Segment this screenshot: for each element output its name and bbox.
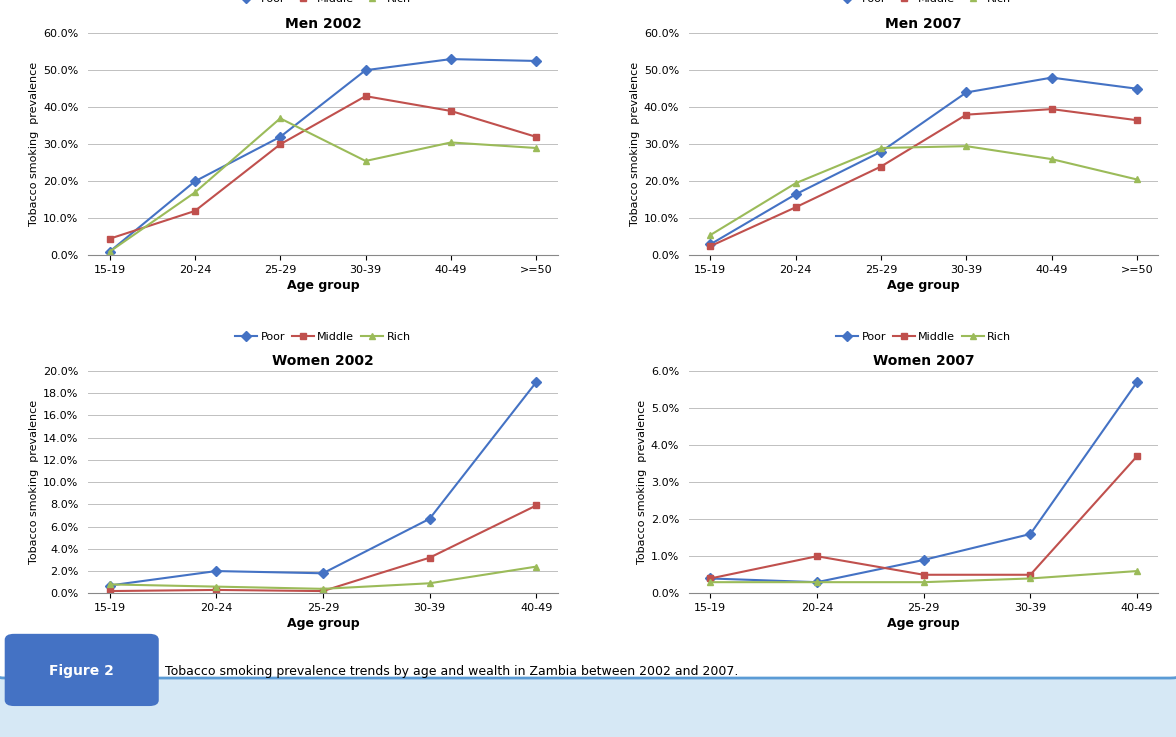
Rich — [810, 578, 824, 587]
X-axis label: Age group: Age group — [287, 279, 359, 293]
Poor — [789, 190, 803, 199]
Middle — [874, 162, 888, 171]
Poor — [422, 514, 436, 523]
Rich — [359, 156, 373, 165]
Title: Men 2002: Men 2002 — [285, 17, 361, 31]
Y-axis label: Tobacco smoking  prevalence: Tobacco smoking prevalence — [29, 400, 39, 565]
Middle — [422, 553, 436, 562]
Line: Rich: Rich — [707, 143, 1141, 239]
Line: Poor: Poor — [707, 379, 1141, 586]
Poor — [703, 240, 717, 249]
Legend: Poor, Middle, Rich: Poor, Middle, Rich — [230, 328, 415, 346]
Middle — [316, 587, 330, 595]
Title: Men 2007: Men 2007 — [886, 17, 962, 31]
Poor — [102, 248, 116, 256]
Poor — [1130, 377, 1144, 386]
Poor — [209, 567, 223, 576]
Middle — [960, 111, 974, 119]
Line: Rich: Rich — [106, 563, 540, 593]
Rich — [916, 578, 930, 587]
Poor — [1044, 73, 1058, 82]
Rich — [703, 578, 717, 587]
Middle — [102, 587, 116, 595]
Rich — [102, 580, 116, 589]
Poor — [188, 177, 202, 186]
Line: Poor: Poor — [707, 74, 1141, 248]
Rich — [874, 144, 888, 153]
Y-axis label: Tobacco smoking  prevalence: Tobacco smoking prevalence — [629, 62, 640, 226]
Rich — [422, 579, 436, 587]
Rich — [789, 179, 803, 188]
Rich — [960, 142, 974, 150]
Middle — [1044, 105, 1058, 113]
Line: Middle: Middle — [106, 502, 540, 595]
Middle — [188, 206, 202, 215]
Rich — [443, 138, 457, 147]
Line: Middle: Middle — [707, 453, 1141, 582]
Middle — [1130, 116, 1144, 125]
Rich — [1130, 567, 1144, 576]
Line: Rich: Rich — [707, 567, 1141, 586]
Middle — [703, 242, 717, 251]
Middle — [209, 585, 223, 594]
Middle — [273, 140, 287, 149]
Middle — [703, 574, 717, 583]
Middle — [529, 501, 543, 510]
Middle — [359, 91, 373, 100]
Poor — [443, 55, 457, 63]
Poor — [874, 147, 888, 156]
Text: Figure 2: Figure 2 — [48, 665, 114, 678]
Poor — [703, 574, 717, 583]
Poor — [1130, 84, 1144, 93]
X-axis label: Age group: Age group — [888, 617, 960, 630]
Rich — [1130, 175, 1144, 184]
Rich — [529, 562, 543, 571]
Rich — [1044, 155, 1058, 164]
Title: Women 2007: Women 2007 — [873, 354, 975, 368]
Legend: Poor, Middle, Rich: Poor, Middle, Rich — [831, 0, 1016, 9]
Middle — [102, 234, 116, 243]
Legend: Poor, Middle, Rich: Poor, Middle, Rich — [230, 0, 415, 9]
Poor — [810, 578, 824, 587]
Line: Middle: Middle — [707, 105, 1141, 250]
Line: Rich: Rich — [106, 115, 540, 255]
Rich — [529, 144, 543, 153]
Poor — [316, 569, 330, 578]
X-axis label: Age group: Age group — [287, 617, 359, 630]
Middle — [529, 133, 543, 142]
Legend: Poor, Middle, Rich: Poor, Middle, Rich — [831, 328, 1016, 346]
Middle — [1130, 452, 1144, 461]
Line: Poor: Poor — [106, 55, 540, 255]
Rich — [273, 114, 287, 123]
Poor — [273, 133, 287, 142]
Text: Tobacco smoking prevalence trends by age and wealth in Zambia between 2002 and 2: Tobacco smoking prevalence trends by age… — [165, 665, 739, 678]
Line: Middle: Middle — [106, 93, 540, 242]
Poor — [359, 66, 373, 74]
Rich — [102, 248, 116, 256]
Poor — [960, 88, 974, 97]
Middle — [443, 107, 457, 116]
Middle — [916, 570, 930, 579]
Poor — [916, 556, 930, 565]
Rich — [209, 582, 223, 591]
Poor — [529, 377, 543, 386]
Poor — [1023, 530, 1037, 539]
Poor — [529, 57, 543, 66]
Line: Poor: Poor — [106, 379, 540, 589]
Y-axis label: Tobacco smoking  prevalence: Tobacco smoking prevalence — [29, 62, 39, 226]
Title: Women 2002: Women 2002 — [272, 354, 374, 368]
X-axis label: Age group: Age group — [888, 279, 960, 293]
Poor — [102, 581, 116, 590]
Rich — [1023, 574, 1037, 583]
Middle — [789, 203, 803, 212]
Middle — [1023, 570, 1037, 579]
Middle — [810, 552, 824, 561]
Y-axis label: Tobacco smoking  prevalence: Tobacco smoking prevalence — [636, 400, 647, 565]
Rich — [703, 231, 717, 240]
Rich — [316, 584, 330, 593]
Rich — [188, 188, 202, 197]
